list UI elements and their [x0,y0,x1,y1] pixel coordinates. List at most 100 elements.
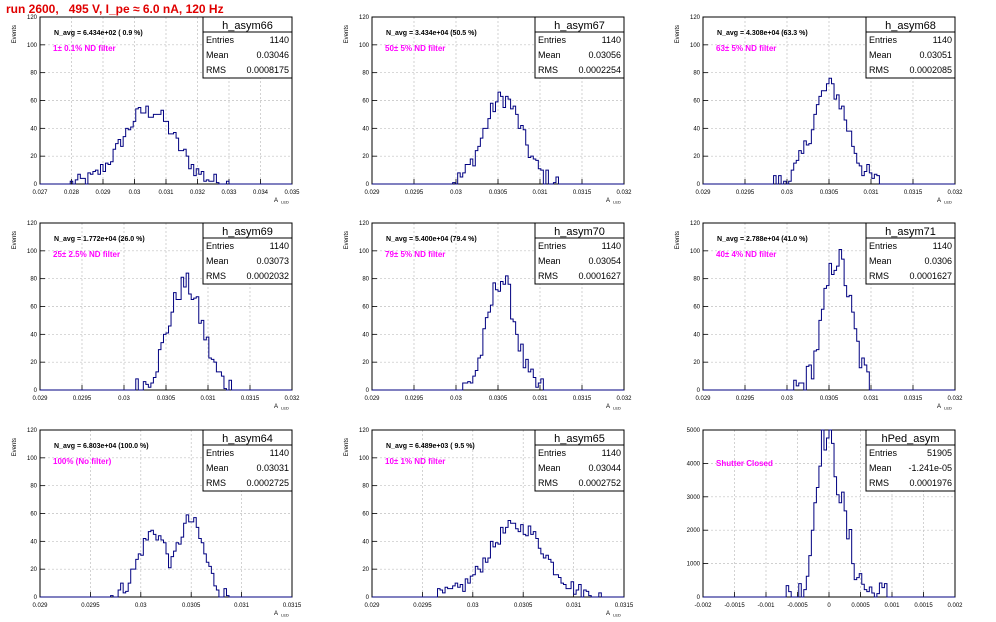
x-tick-label: 0.031 [158,190,174,196]
stats-value: 0.0002752 [578,478,621,488]
stats-value: 1140 [270,448,289,458]
x-tick-label: 0.0295 [81,603,100,609]
stats-title: h_asym71 [885,226,936,238]
stats-value: 0.0002032 [246,271,289,281]
stats-key: RMS [538,478,558,488]
x-tick-label: 0.0305 [820,396,839,402]
x-tick-label: 0.031 [234,603,250,609]
stats-key: Entries [206,35,235,45]
y-tick-label: 40 [693,126,700,132]
stats-value: 1140 [933,241,952,251]
histogram-series-h_asym71 [703,248,955,391]
stats-value: 0.0306 [924,256,952,266]
histogram-panel-h_asym64: 0.029 0.0295 0.03 0.0305 0.031 0.0315 0 20 40 60 8… [12,428,302,618]
y-tick-label: 20 [30,360,37,366]
x-tick-label: 0.031 [863,190,879,196]
x-tick-label: 0.032 [947,396,963,402]
stats-value: 0.03056 [588,50,621,60]
stats-value: 1140 [602,448,621,458]
x-tick-label: 0.034 [253,190,269,196]
histogram-panel-h_asym68: 0.029 0.0295 0.03 0.0305 0.031 0.0315 0.032 0 20… [675,15,963,205]
stats-value: 1140 [270,241,289,251]
y-tick-label: 80 [693,277,700,283]
stats-key: Mean [538,256,561,266]
filter-note: 25± 2.5% ND filter [53,250,120,259]
histogram-series-h_asym64 [40,514,292,598]
histogram-series-h_asym68 [703,77,955,185]
stats-key: RMS [538,271,558,281]
x-tick-label: -0.0015 [724,603,745,609]
x-axis-label: A LED [606,198,621,205]
stats-box [865,16,956,79]
x-tick-label: -0.0005 [787,603,808,609]
y-tick-label: 1000 [687,562,701,568]
stats-value: 0.0002085 [909,65,952,75]
y-tick-label: 100 [359,43,370,49]
x-tick-label: 0.029 [364,396,380,402]
y-tick-label: 80 [30,484,37,490]
stats-value: 0.0002254 [578,65,621,75]
x-tick-label: 0.0295 [736,190,755,196]
filter-note: 100% (No filter) [53,457,112,466]
y-tick-label: 60 [693,99,700,105]
stats-value: 0.0001976 [909,478,952,488]
y-tick-label: 100 [27,249,38,255]
x-tick-label: 0.0305 [157,396,176,402]
stats-key: Mean [206,463,229,473]
stats-value: 0.03051 [919,50,952,60]
stats-value: 0.03073 [256,256,289,266]
stats-title: h_asym69 [222,226,273,238]
x-tick-label: 0.029 [364,603,380,609]
y-tick-label: 40 [30,332,37,338]
x-tick-label: 0.03 [467,603,479,609]
stats-key: RMS [206,65,226,75]
x-tick-label: 0.032 [616,190,632,196]
y-tick-label: 20 [30,567,37,573]
x-tick-label: 0.0305 [489,396,508,402]
stats-value: 1140 [933,35,952,45]
y-tick-label: 40 [30,126,37,132]
y-tick-label: 40 [362,126,369,132]
x-tick-label: 0.0005 [851,603,870,609]
histogram-panel-hPed_asym: -0.002 -0.0015 -0.001 -0.0005 0 0.0005 0.001 0.… [687,428,964,609]
stats-key: Mean [538,463,561,473]
x-tick-label: -0.001 [757,603,775,609]
stats-value: 0.03046 [256,50,289,60]
stats-key: RMS [206,478,226,488]
x-tick-label: 0.029 [32,603,48,609]
y-tick-label: 40 [30,539,37,545]
stats-key: RMS [206,271,226,281]
stats-value: 1140 [602,241,621,251]
stats-key: Entries [206,241,235,251]
y-tick-label: 20 [693,360,700,366]
x-axis-label: A LED [274,198,289,205]
histogram-series-h_asym70 [372,275,624,391]
stats-key: Mean [206,50,229,60]
x-axis-label: A LED [937,404,952,411]
x-tick-label: 0.031 [532,190,548,196]
x-tick-label: 0.0305 [489,190,508,196]
y-tick-label: 40 [362,539,369,545]
stats-box [202,16,293,79]
y-tick-label: 0 [34,595,38,601]
navg-label: N_avg = 1.772e+04 (26.0 %) [54,236,145,243]
navg-label: N_avg = 6.434e+02 ( 0.9 %) [54,30,143,37]
x-tick-label: 0.029 [695,396,711,402]
stats-title: h_asym66 [222,20,273,32]
stats-key: Entries [869,448,898,458]
navg-label: N_avg = 6.803e+04 (100.0 %) [54,443,149,450]
histogram-series-h_asym67 [372,91,624,185]
stats-key: Entries [869,35,898,45]
y-tick-label: 20 [30,154,37,160]
y-tick-label: 20 [362,567,369,573]
x-tick-label: 0.0315 [904,396,923,402]
x-tick-label: 0.031 [532,396,548,402]
y-tick-label: 60 [362,99,369,105]
stats-value: 0.0008175 [246,65,289,75]
stats-value: 0.0002725 [246,478,289,488]
stats-title: h_asym67 [554,20,605,32]
y-tick-label: 100 [27,456,38,462]
y-tick-label: 0 [697,182,701,188]
y-tick-label: 60 [30,512,37,518]
